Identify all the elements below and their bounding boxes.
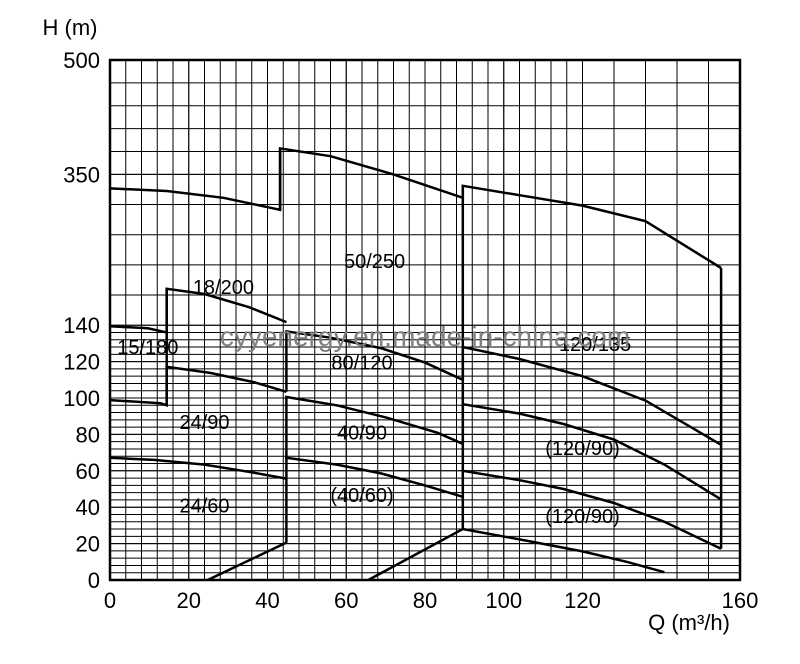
x-tick-label: 0 — [104, 588, 116, 613]
y-tick-label: 0 — [88, 568, 100, 593]
x-axis-label: Q (m³/h) — [648, 610, 730, 635]
region-label: (120/90) — [545, 438, 620, 460]
x-tick-label: 20 — [177, 588, 201, 613]
y-tick-label: 60 — [76, 459, 100, 484]
x-tick-label: 80 — [413, 588, 437, 613]
pump-chart: 0 20 40 60 80 100 120 140 350 500 0 20 40 60 80 100 120 1… — [0, 0, 800, 664]
y-tick-label: 350 — [63, 162, 100, 187]
region-label: 40/90 — [337, 423, 387, 445]
region-label: 24/90 — [179, 412, 229, 434]
y-tick-label: 100 — [63, 386, 100, 411]
region-label: 18/200 — [193, 277, 254, 299]
region-label: 80/120 — [331, 352, 392, 374]
chart-svg: 0 20 40 60 80 100 120 140 350 500 0 20 40 60 80 100 120 1… — [0, 0, 800, 664]
y-tick-label: 20 — [76, 532, 100, 557]
region-label: 24/60 — [179, 495, 229, 517]
region-label: 15/180 — [117, 337, 178, 359]
watermark: cyyenergy.en.made-in-china.com — [220, 321, 630, 352]
region-label: (120/90) — [545, 506, 620, 528]
y-tick-label: 120 — [63, 350, 100, 375]
y-tick-label: 40 — [76, 495, 100, 520]
x-tick-label: 120 — [564, 588, 601, 613]
y-tick-label: 500 — [63, 48, 100, 73]
x-tick-label: 100 — [485, 588, 522, 613]
region-label: (40/60) — [330, 485, 393, 507]
y-tick-label: 80 — [76, 422, 100, 447]
y-axis-label: H (m) — [43, 15, 98, 40]
region-label: 50/250 — [344, 251, 405, 273]
x-tick-label: 40 — [255, 588, 279, 613]
x-tick-label: 60 — [334, 588, 358, 613]
y-tick-label: 140 — [63, 313, 100, 338]
